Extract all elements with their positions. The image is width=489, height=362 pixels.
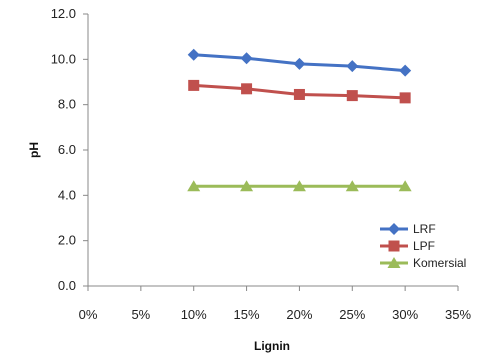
- x-tick-label: 35%: [445, 307, 471, 322]
- data-point-lpf: [293, 88, 305, 100]
- x-tick-label: 15%: [234, 307, 260, 322]
- data-point-lrf: [399, 64, 412, 77]
- legend-label-lpf: LPF: [413, 239, 435, 253]
- data-point-lpf: [241, 83, 253, 95]
- x-axis-title: Lignin: [254, 339, 290, 353]
- legend: LRF LPF Komersial: [380, 222, 466, 270]
- legend-label-lrf: LRF: [413, 222, 436, 236]
- y-axis-title: pH: [27, 142, 41, 158]
- data-point-lrf: [346, 60, 359, 73]
- data-point-lpf: [346, 90, 358, 102]
- data-point-lrf: [187, 48, 200, 61]
- y-tick-label: 12.0: [51, 6, 76, 21]
- y-tick-label: 10.0: [51, 51, 76, 66]
- data-point-lpf: [399, 92, 411, 104]
- legend-marker-lrf: [388, 223, 400, 235]
- legend-item-komersial: Komersial: [380, 256, 466, 270]
- data-point-komersial: [292, 180, 306, 192]
- legend-item-lpf: LPF: [380, 239, 435, 253]
- legend-marker-komersial: [387, 257, 401, 268]
- data-point-komersial: [187, 180, 201, 192]
- series-lpf: [188, 79, 411, 104]
- y-tick-label: 0.0: [58, 278, 76, 293]
- data-point-lrf: [240, 52, 253, 65]
- data-point-lrf: [293, 57, 306, 70]
- x-tick-label: 5%: [131, 307, 150, 322]
- data-point-komersial: [240, 180, 254, 192]
- legend-label-komersial: Komersial: [413, 256, 466, 270]
- y-tick-label: 8.0: [58, 97, 76, 112]
- y-tick-label: 4.0: [58, 187, 76, 202]
- series-layer: [187, 48, 412, 192]
- y-axis-ticks: 0.0 2.0 4.0 6.0 8.0 10.0 12.0: [51, 6, 88, 293]
- x-tick-label: 20%: [286, 307, 312, 322]
- y-tick-label: 6.0: [58, 142, 76, 157]
- series-lrf: [187, 48, 412, 77]
- legend-marker-lpf: [388, 240, 400, 252]
- y-tick-label: 2.0: [58, 233, 76, 248]
- x-tick-label: 25%: [339, 307, 365, 322]
- x-tick-label: 10%: [181, 307, 207, 322]
- x-axis-ticks: 0% 5% 10% 15% 20% 25% 30% 35%: [79, 286, 471, 322]
- data-point-komersial: [345, 180, 359, 192]
- data-point-lpf: [188, 79, 200, 91]
- legend-item-lrf: LRF: [380, 222, 436, 236]
- x-tick-label: 30%: [392, 307, 418, 322]
- series-komersial: [187, 180, 412, 192]
- x-tick-label: 0%: [79, 307, 98, 322]
- data-point-komersial: [398, 180, 412, 192]
